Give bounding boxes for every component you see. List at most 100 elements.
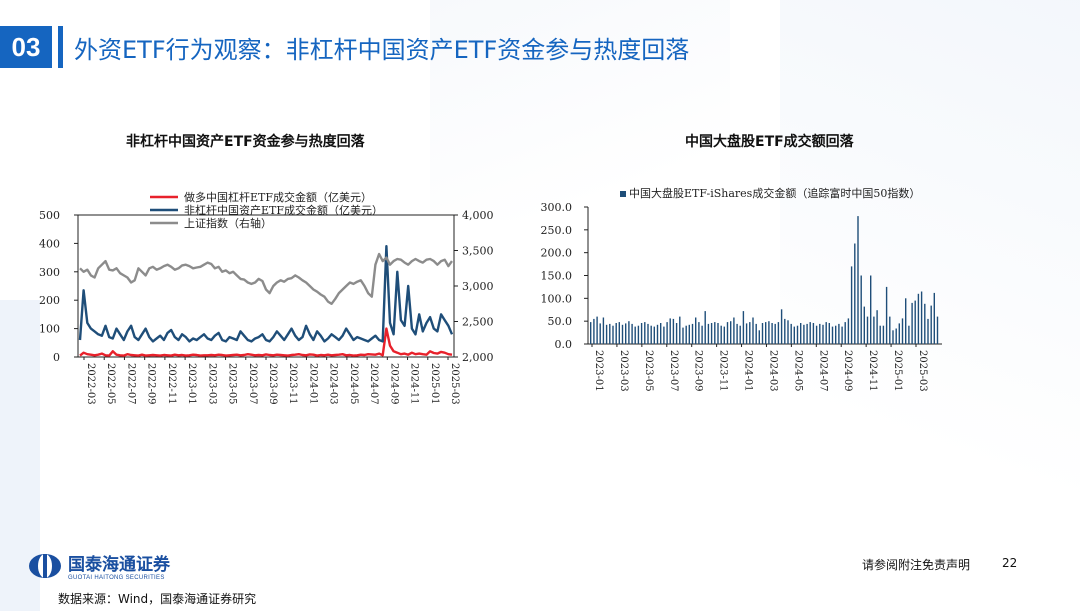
bar: [682, 327, 684, 344]
series-line-2: [79, 252, 453, 306]
bar: [885, 286, 888, 344]
x-tick-label: 2024-05: [348, 363, 359, 405]
title-accent-bar: [58, 26, 63, 68]
bar: [803, 324, 805, 344]
bar: [634, 326, 636, 344]
bar: [742, 311, 745, 344]
bar: [698, 322, 700, 344]
x-tick-label: 2024-07: [368, 363, 379, 405]
bar: [650, 325, 652, 344]
company-logo: 国泰海通证券 GUOTAI HAITONG SECURITIES: [28, 550, 170, 581]
bar: [714, 322, 716, 344]
bar: [924, 303, 926, 344]
y-right-tick-label: 4,000: [462, 209, 494, 222]
bar: [889, 316, 891, 344]
bar: [590, 322, 592, 344]
bar: [796, 325, 799, 344]
bar: [787, 320, 789, 344]
bar: [822, 324, 824, 344]
x-tick-label: 2024-09: [842, 350, 853, 392]
bar: [660, 323, 662, 344]
bar: [917, 293, 920, 344]
bar: [612, 325, 614, 344]
bar: [777, 322, 780, 344]
bar: [870, 275, 872, 344]
bar: [739, 325, 741, 344]
bar: [857, 216, 859, 344]
left-chart-title: 非杠杆中国资产ETF资金参与热度回落: [126, 134, 365, 150]
y-right-tick-label: 3,500: [462, 245, 494, 258]
bar: [838, 323, 840, 344]
bar: [695, 317, 697, 344]
y-tick-label: 50.0: [548, 315, 573, 328]
bar: [784, 318, 786, 344]
bar: [618, 322, 620, 344]
bar: [828, 323, 830, 344]
bar: [675, 323, 678, 344]
bar: [895, 328, 897, 344]
bar: [774, 323, 776, 344]
bar: [873, 316, 875, 344]
bar: [765, 322, 767, 344]
disclaimer-link[interactable]: 请参阅附注免责声明: [862, 558, 971, 572]
x-tick-label: 2022-05: [105, 363, 116, 405]
bar: [685, 325, 687, 344]
bar: [819, 323, 821, 344]
bar: [914, 300, 916, 344]
x-tick-label: 2023-07: [247, 363, 258, 405]
bar: [644, 322, 646, 344]
page-number: 22: [1002, 556, 1018, 570]
bar: [790, 323, 792, 344]
y-left-tick-label: 0: [53, 351, 60, 364]
x-tick-label: 2025-01: [429, 363, 440, 405]
bar: [905, 298, 907, 344]
bar: [850, 266, 853, 344]
bar: [637, 325, 640, 344]
bar: [815, 325, 818, 344]
bar: [825, 322, 827, 344]
y-left-tick-label: 400: [39, 237, 60, 250]
legend-label: 中国大盘股ETF-iShares成交金额（追踪富时中国50指数）: [629, 186, 920, 200]
bar: [691, 323, 694, 344]
bar: [704, 311, 706, 344]
bar: [898, 323, 900, 344]
bar: [656, 324, 659, 344]
bar: [752, 317, 754, 344]
bar: [653, 326, 655, 344]
right-chart-title: 中国大盘股ETF成交额回落: [685, 134, 854, 150]
bar: [831, 326, 834, 344]
bar: [927, 318, 929, 344]
bar: [609, 323, 611, 344]
y-tick-label: 100.0: [541, 292, 573, 305]
bar: [723, 326, 725, 344]
section-number-badge: 03: [0, 26, 52, 68]
bar: [911, 302, 913, 344]
series-line-0: [79, 327, 453, 357]
bar: [628, 321, 630, 344]
x-tick-label: 2024-09: [388, 363, 399, 405]
x-tick-label: 2024-11: [409, 363, 420, 405]
data-source: 数据来源：Wind，国泰海通证券研究: [58, 592, 257, 606]
x-tick-label: 2023-01: [186, 363, 197, 405]
x-tick-label: 2023-05: [227, 363, 238, 405]
logo-mark-icon: [29, 553, 61, 578]
x-tick-label: 2024-05: [792, 350, 803, 392]
x-tick-label: 2025-03: [917, 350, 928, 392]
bar: [730, 321, 732, 344]
bar: [860, 275, 862, 344]
bar: [669, 318, 671, 344]
bar: [749, 322, 751, 344]
x-tick-label: 2023-01: [593, 350, 604, 392]
bar: [876, 310, 878, 344]
x-tick-label: 2023-09: [267, 363, 278, 405]
x-tick-label: 2025-03: [449, 363, 460, 405]
y-tick-label: 250.0: [541, 224, 573, 237]
bar: [707, 323, 710, 344]
bar-chart: 300.0 250.0 200.0 150.0 100.0 50.0 0.0 2023-01 2…: [541, 186, 942, 392]
bar: [679, 316, 681, 344]
logo-english: GUOTAI HAITONG SECURITIES: [68, 575, 165, 581]
y-tick-label: 200.0: [541, 247, 573, 260]
x-tick-label: 2024-03: [767, 350, 778, 392]
x-tick-label: 2022-11: [166, 363, 177, 405]
bar: [854, 243, 856, 344]
